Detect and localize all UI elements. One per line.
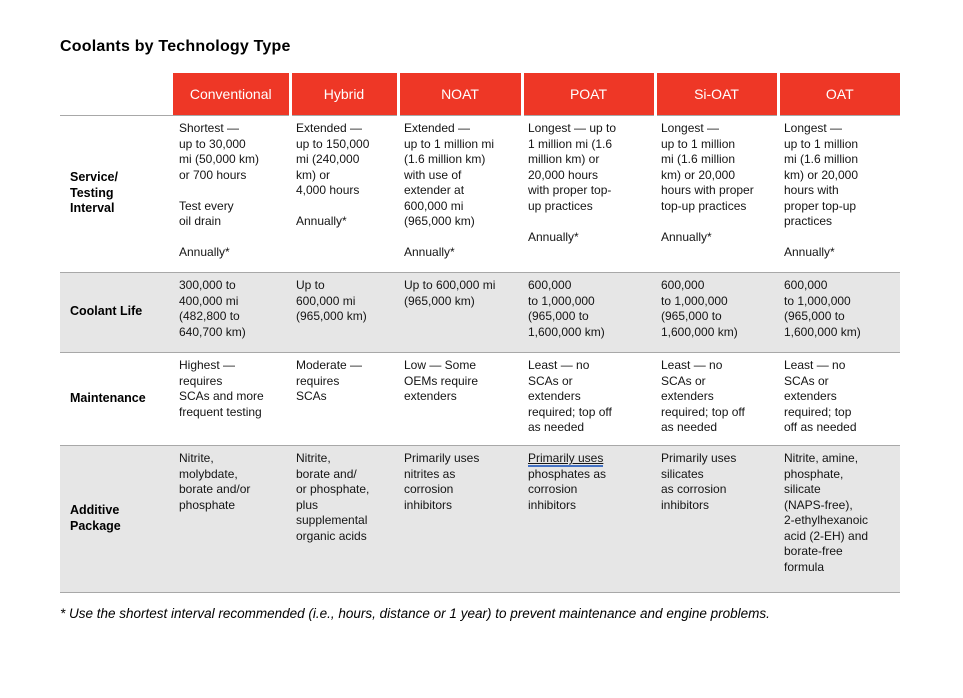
cell-life-oat: 600,000 to 1,000,000 (965,000 to 1,600,0… <box>778 272 900 353</box>
table-row-coolant-life: Coolant Life 300,000 to 400,000 mi (482,… <box>60 272 900 353</box>
column-header-hybrid: Hybrid <box>288 73 398 116</box>
cell-maintenance-conventional: Highest — requires SCAs and more frequen… <box>173 352 290 446</box>
cell-life-conventional: 300,000 to 400,000 mi (482,800 to 640,70… <box>173 272 290 353</box>
row-label-additive-package: Additive Package <box>60 445 173 593</box>
underlined-text: Primarily uses <box>528 451 604 467</box>
cell-life-hybrid: Up to 600,000 mi (965,000 km) <box>290 272 398 353</box>
page-container: Coolants by Technology Type Conventional… <box>60 38 900 621</box>
cell-additive-noat: Primarily uses nitrites as corrosion inh… <box>398 445 522 593</box>
cell-maintenance-si-oat: Least — no SCAs or extenders required; t… <box>655 352 778 446</box>
corner-header <box>60 73 173 116</box>
column-header-oat: OAT <box>776 73 900 116</box>
column-header-poat: POAT <box>520 73 655 116</box>
row-label-maintenance: Maintenance <box>60 352 173 446</box>
cell-additive-hybrid: Nitrite, borate and/ or phosphate, plus … <box>290 445 398 593</box>
row-label-coolant-life: Coolant Life <box>60 272 173 353</box>
table-row-service-testing-interval: Service/ Testing Interval Shortest — up … <box>60 115 900 273</box>
cell-maintenance-hybrid: Moderate — requires SCAs <box>290 352 398 446</box>
page-title: Coolants by Technology Type <box>60 38 291 55</box>
cell-additive-conventional: Nitrite, molybdate, borate and/or phosph… <box>173 445 290 593</box>
cell-additive-oat: Nitrite, amine, phosphate, silicate (NAP… <box>778 445 900 593</box>
table-row-maintenance: Maintenance Highest — requires SCAs and … <box>60 352 900 446</box>
cell-text: phosphates as corrosion inhibitors <box>528 466 607 512</box>
cell-service-conventional: Shortest — up to 30,000 mi (50,000 km) o… <box>173 115 290 273</box>
cell-service-si-oat: Longest — up to 1 million mi (1.6 millio… <box>655 115 778 273</box>
cell-service-hybrid: Extended — up to 150,000 mi (240,000 km)… <box>290 115 398 273</box>
row-label-service-testing-interval: Service/ Testing Interval <box>60 115 173 273</box>
cell-maintenance-oat: Least — no SCAs or extenders required; t… <box>778 352 900 446</box>
cell-service-poat: Longest — up to 1 million mi (1.6 millio… <box>522 115 655 273</box>
cell-maintenance-poat: Least — no SCAs or extenders required; t… <box>522 352 655 446</box>
column-header-noat: NOAT <box>396 73 522 116</box>
cell-life-noat: Up to 600,000 mi (965,000 km) <box>398 272 522 353</box>
header-row: Conventional Hybrid NOAT POAT Si-OAT OAT <box>60 73 900 116</box>
cell-life-si-oat: 600,000 to 1,000,000 (965,000 to 1,600,0… <box>655 272 778 353</box>
cell-additive-poat: Primarily uses phosphates as corrosion i… <box>522 445 655 593</box>
footnote: * Use the shortest interval recommended … <box>60 606 770 621</box>
cell-maintenance-noat: Low — Some OEMs require extenders <box>398 352 522 446</box>
cell-service-oat: Longest — up to 1 million mi (1.6 millio… <box>778 115 900 273</box>
cell-life-poat: 600,000 to 1,000,000 (965,000 to 1,600,0… <box>522 272 655 353</box>
cell-service-noat: Extended — up to 1 million mi (1.6 milli… <box>398 115 522 273</box>
coolants-table: Conventional Hybrid NOAT POAT Si-OAT OAT… <box>60 73 900 593</box>
table-row-additive-package: Additive Package Nitrite, molybdate, bor… <box>60 445 900 593</box>
cell-additive-si-oat: Primarily uses silicates as corrosion in… <box>655 445 778 593</box>
column-header-conventional: Conventional <box>173 73 290 116</box>
column-header-si-oat: Si-OAT <box>653 73 778 116</box>
